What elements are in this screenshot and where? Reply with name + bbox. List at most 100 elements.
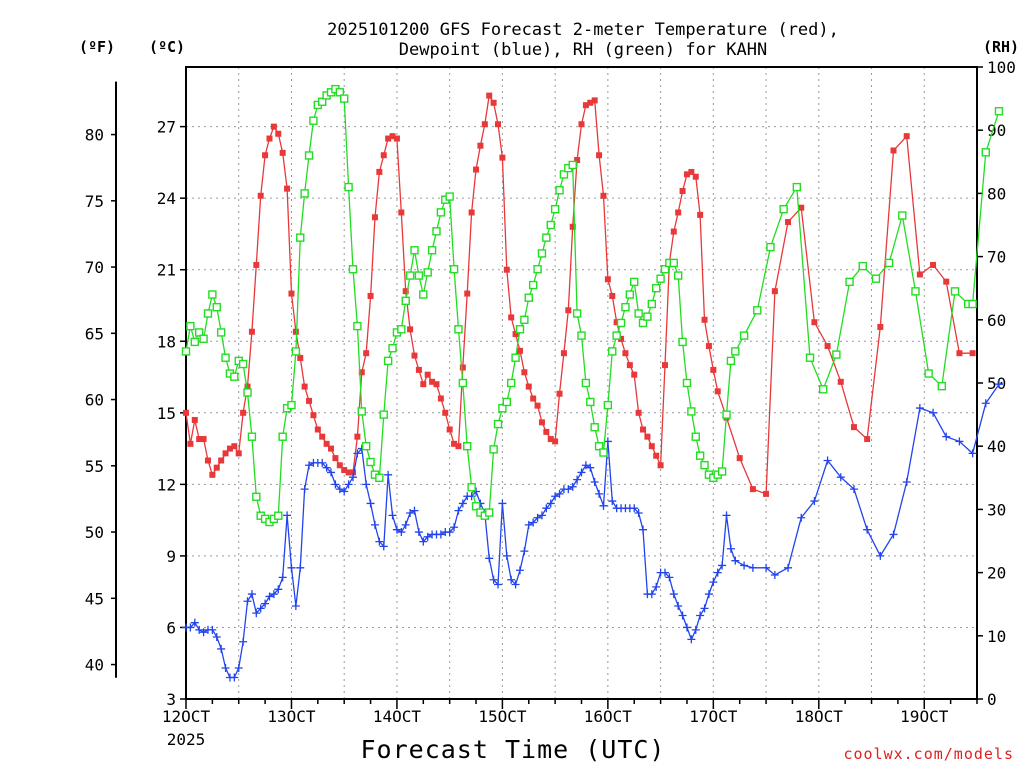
dewpoint-point xyxy=(327,468,336,477)
2-meter-temperature-point xyxy=(481,121,488,128)
relative-humidity-point xyxy=(981,148,990,157)
2-meter-temperature-point xyxy=(622,350,629,357)
dewpoint-point xyxy=(687,635,696,644)
2-meter-temperature-point xyxy=(222,450,229,457)
2-meter-temperature-point xyxy=(455,443,462,450)
dewpoint-point xyxy=(726,544,735,553)
dewpoint-point xyxy=(195,625,204,634)
dewpoint-point xyxy=(489,575,498,584)
celsius-tick-label: 21 xyxy=(157,261,176,280)
2-meter-temperature-point xyxy=(604,276,611,283)
2-meter-temperature-point xyxy=(288,290,295,297)
relative-humidity-point xyxy=(375,473,384,482)
dewpoint-point xyxy=(366,499,375,508)
relative-humidity-point xyxy=(660,265,670,274)
2-meter-temperature-point xyxy=(648,443,655,450)
relative-humidity-point xyxy=(397,325,406,334)
relative-humidity-point xyxy=(463,442,472,451)
x-tick-label: 14OCT xyxy=(373,707,422,726)
relative-humidity-point xyxy=(361,442,371,451)
2-meter-temperature-point xyxy=(200,436,207,443)
dewpoint-point xyxy=(515,566,524,575)
dewpoint-point xyxy=(208,625,217,634)
2-meter-temperature-point xyxy=(670,228,677,235)
dewpoint-point xyxy=(603,437,612,446)
2-meter-temperature-point xyxy=(495,121,502,128)
relative-humidity-point xyxy=(616,318,626,328)
x-tick-label: 19OCT xyxy=(900,707,949,726)
celsius-tick-label: 6 xyxy=(166,618,176,637)
relative-humidity-point xyxy=(419,290,428,299)
relative-humidity-point xyxy=(318,97,327,106)
dewpoint-point xyxy=(647,590,656,599)
relative-humidity-point xyxy=(577,331,586,340)
2-meter-temperature-point xyxy=(714,388,721,395)
dewpoint-point xyxy=(502,551,511,560)
relative-humidity-point xyxy=(586,397,595,407)
dewpoint-point xyxy=(595,489,604,498)
2-meter-temperature-point xyxy=(943,278,950,285)
celsius-tick-label: 15 xyxy=(157,404,176,423)
x-tick-label: 16OCT xyxy=(584,707,633,726)
dewpoint-point xyxy=(287,563,296,572)
celsius-tick-label: 3 xyxy=(166,690,176,709)
2-meter-temperature-point xyxy=(341,467,348,474)
2-meter-temperature-point xyxy=(811,319,818,326)
dewpoint-point xyxy=(445,528,454,537)
dewpoint-point xyxy=(586,463,595,472)
dewpoint-point xyxy=(472,487,481,496)
2-meter-temperature-point xyxy=(257,192,264,199)
relative-humidity-point xyxy=(388,344,397,353)
2-meter-temperature-point xyxy=(349,469,356,476)
2-meter-temperature-point xyxy=(393,135,400,142)
relative-humidity-point xyxy=(638,318,648,328)
2-meter-temperature-point xyxy=(613,319,620,326)
relative-humidity-point xyxy=(542,233,551,242)
2-meter-temperature-point xyxy=(429,378,436,385)
relative-humidity-point xyxy=(383,356,393,366)
dewpoint-point xyxy=(929,408,938,417)
dewpoint-point xyxy=(419,537,428,546)
dewpoint-point xyxy=(551,492,560,501)
relative-humidity-point xyxy=(520,315,529,324)
dewpoint-point xyxy=(955,437,964,446)
2-meter-temperature-point xyxy=(262,152,269,159)
dewpoint-point xyxy=(269,590,278,599)
dewpoint-point xyxy=(542,504,551,513)
dewpoint-point xyxy=(748,563,757,572)
2-meter-temperature-point xyxy=(644,433,651,440)
dewpoint-point xyxy=(849,485,858,494)
series-layer xyxy=(181,84,1004,682)
dewpoint-point xyxy=(436,530,445,539)
2-meter-temperature-point xyxy=(209,471,216,478)
relative-humidity-point xyxy=(726,356,736,366)
2-meter-temperature-point xyxy=(890,147,897,154)
2-meter-temperature-point xyxy=(297,354,304,361)
dewpoint-point xyxy=(691,625,700,634)
relative-humidity-point xyxy=(652,284,661,293)
relative-humidity-point xyxy=(603,400,613,410)
dewpoint-point xyxy=(406,508,415,517)
2-meter-temperature-point xyxy=(688,168,695,175)
2-meter-temperature-point xyxy=(534,402,541,409)
relative-humidity-point xyxy=(599,448,608,457)
dewpoint-point xyxy=(537,511,546,520)
2-meter-temperature-point xyxy=(437,395,444,402)
x-tick-label: 12OCT xyxy=(162,707,211,726)
dewpoint-point xyxy=(942,432,951,441)
2-meter-temperature-point xyxy=(565,307,572,314)
relative-humidity-point xyxy=(911,287,920,296)
dewpoint-point xyxy=(577,468,586,477)
relative-humidity-point xyxy=(221,353,230,362)
relative-humidity-point xyxy=(357,407,366,416)
dewpoint-point xyxy=(889,530,898,539)
2-meter-temperature-point xyxy=(371,214,378,221)
relative-humidity-point xyxy=(533,265,542,274)
relative-humidity-point xyxy=(643,312,652,321)
2-meter-temperature-point xyxy=(503,266,510,273)
relative-humidity-point xyxy=(524,293,533,302)
2-meter-temperature-point xyxy=(415,366,422,373)
x-tick-label: 17OCT xyxy=(689,707,738,726)
2-meter-temperature-point xyxy=(213,464,220,471)
dewpoint-point xyxy=(344,480,353,489)
